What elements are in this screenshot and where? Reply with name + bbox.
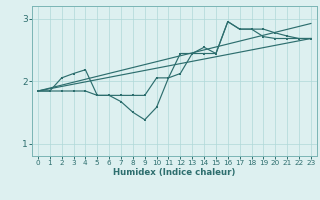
X-axis label: Humidex (Indice chaleur): Humidex (Indice chaleur) (113, 168, 236, 177)
